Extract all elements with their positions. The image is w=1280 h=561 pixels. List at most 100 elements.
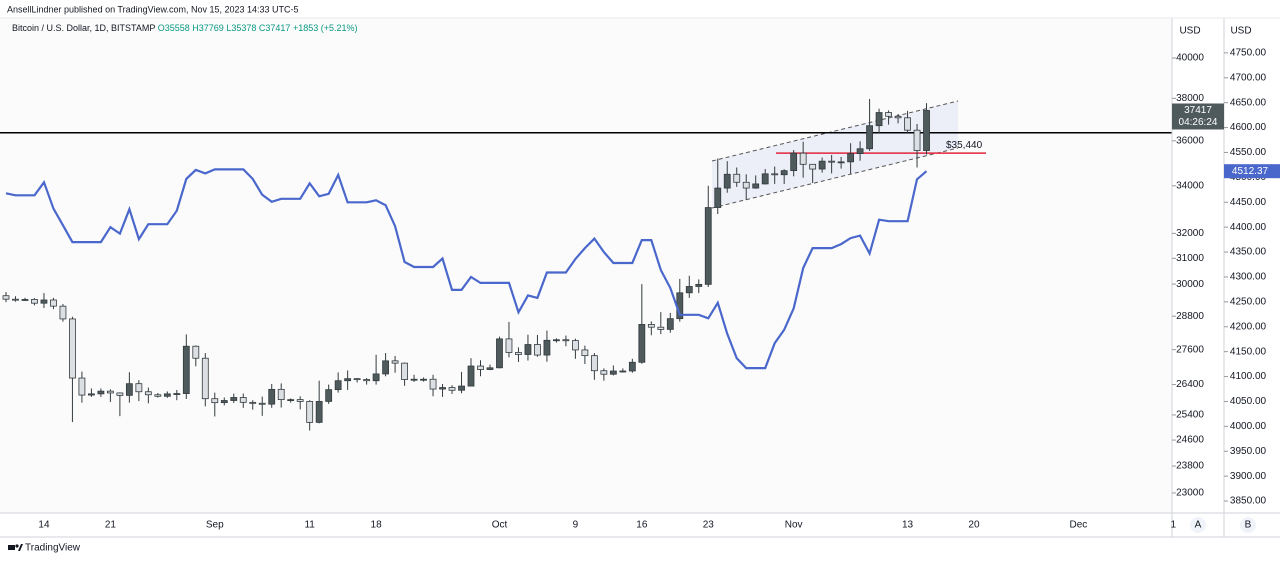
y-tick-label: 26400 [1176, 379, 1204, 390]
y-tick-label: 38000 [1176, 93, 1204, 104]
candle-body [581, 349, 589, 357]
candle-body [704, 207, 712, 285]
scale-button[interactable] [1240, 517, 1256, 533]
ohlc-value: H37769 [192, 23, 224, 33]
y-tick-label: 32000 [1176, 228, 1204, 239]
candle-body [106, 390, 114, 394]
plot-layer: $35,440 [0, 98, 1172, 431]
x-tick-label: 14 [38, 520, 50, 531]
y2-tick-label: 4300.00 [1230, 272, 1267, 283]
x-tick-label: Nov [785, 520, 803, 531]
ohlc-value: O35558 [158, 23, 190, 33]
y2-tick-label: 4650.00 [1230, 97, 1267, 108]
candle-body [116, 392, 124, 396]
y-tick-label: 24600 [1176, 435, 1204, 446]
candle-body [192, 345, 200, 359]
axis-layer: 23000 23800 24600 25400 26400 27600 28800 30000… [38, 47, 1280, 531]
y2-tick-label: 4150.00 [1230, 346, 1267, 357]
y-tick-label: 30000 [1176, 279, 1204, 290]
plot-area [0, 18, 1172, 513]
x-tick-label: 13 [902, 520, 914, 531]
y-tick-label: 23000 [1176, 488, 1204, 499]
y-tick-label: 23800 [1176, 461, 1204, 472]
candle-body [144, 391, 152, 396]
candle-body [78, 377, 86, 396]
candle-body [2, 295, 10, 300]
candle-body [742, 181, 750, 189]
candle-body [410, 378, 418, 381]
candle-body [628, 361, 636, 372]
candle-body [904, 117, 911, 131]
y2-tick-label: 4350.00 [1230, 247, 1267, 258]
candle-body [344, 378, 352, 382]
candle-body [154, 394, 162, 397]
candle-body [401, 362, 408, 380]
candle-body [638, 324, 646, 363]
candle-body [647, 324, 655, 328]
candle-body [249, 401, 257, 404]
candle-body [325, 389, 333, 402]
price-tag [1172, 103, 1224, 130]
candle-body [799, 152, 807, 165]
price-tag [1224, 164, 1280, 179]
candle-body [391, 360, 399, 364]
y2-tick-label: 4050.00 [1230, 396, 1267, 407]
x-tick-label: Sep [206, 520, 224, 531]
candle-body [258, 402, 266, 405]
candle-body [277, 388, 285, 401]
published-note: AnsellLindner published on TradingView.c… [7, 4, 299, 14]
candle-body [553, 339, 560, 342]
scale-button-label[interactable]: A [1195, 520, 1202, 531]
logo-part [15, 544, 19, 548]
y-tick-label: 25400 [1176, 410, 1204, 421]
candle-body [372, 373, 380, 382]
scale-button-label[interactable]: B [1245, 520, 1252, 531]
y-tick-label: 36000 [1176, 135, 1204, 146]
candle-body [125, 383, 133, 396]
candle-body [182, 345, 190, 394]
candle-body [458, 385, 465, 391]
candle-body [818, 160, 826, 170]
y2-tick-label: 3900.00 [1230, 471, 1267, 482]
candle-body [572, 340, 579, 351]
tv-logo [8, 544, 23, 551]
candle-body [334, 380, 342, 391]
y-tick-label: 34000 [1176, 180, 1204, 191]
line-series [5, 168, 928, 370]
candle-body [790, 152, 798, 172]
candle-body [88, 393, 95, 396]
candle-body [230, 397, 238, 401]
candle-body [163, 393, 171, 397]
candle-body [856, 148, 864, 154]
candle-body [543, 339, 551, 356]
candle-body [477, 365, 484, 370]
candle-body [211, 398, 219, 404]
candle-body [420, 378, 427, 381]
x-tick-label: 23 [703, 520, 715, 531]
candle-body [761, 173, 769, 185]
logo-part [18, 544, 23, 551]
candle-body [780, 170, 788, 176]
candle-body [382, 360, 390, 375]
scale-button[interactable] [1190, 517, 1206, 533]
candle-body [173, 393, 181, 395]
chart-title: Bitcoin / U.S. Dollar, 1D, BITSTAMP [12, 23, 155, 33]
candle-body [515, 352, 522, 355]
candle-body [685, 286, 693, 294]
candle-body [220, 400, 228, 404]
candle-body [448, 387, 456, 391]
price-tag-value: 4512.37 [1232, 166, 1269, 177]
candle-body [866, 125, 873, 150]
legend-line: Bitcoin / U.S. Dollar, 1D, BITSTAMP O355… [12, 23, 357, 33]
candle-body [439, 387, 446, 390]
channel-fill [712, 101, 958, 208]
candle-body [69, 318, 76, 379]
candle-body [875, 112, 883, 127]
candle-body [609, 370, 617, 375]
x-tick-label: 9 [573, 520, 579, 531]
x-tick-label: 18 [371, 520, 383, 531]
x-tick-label: 1 [1170, 520, 1176, 531]
ohlc-value: L35378 [226, 23, 256, 33]
candle-body [135, 383, 143, 393]
